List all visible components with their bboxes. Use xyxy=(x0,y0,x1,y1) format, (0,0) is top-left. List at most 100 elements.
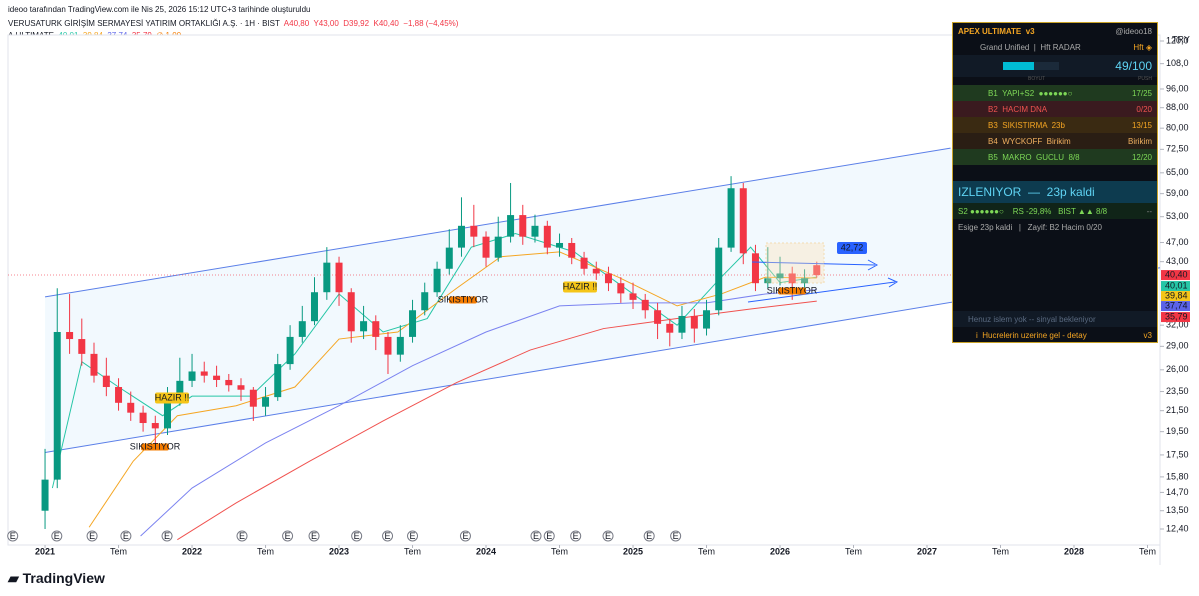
candle-body xyxy=(225,379,233,386)
row-value: 12/20 xyxy=(1131,152,1152,162)
y-tick-label: 47,00 xyxy=(1166,237,1189,247)
candle-body xyxy=(457,225,465,248)
annotation-box xyxy=(449,296,477,304)
candle-body xyxy=(127,402,135,413)
x-tick-label: 2022 xyxy=(182,546,202,556)
x-tick-label: 2027 xyxy=(917,546,937,556)
row-value: 0/20 xyxy=(1136,104,1152,114)
y-tick-label: 80,00 xyxy=(1166,123,1189,133)
price-label: 40,01 xyxy=(1165,280,1188,290)
annotation: SIKISTIYOR xyxy=(438,294,489,304)
panel-row: B4 WYCKOFF Birikim Birikim xyxy=(953,133,1157,149)
event-label: E xyxy=(605,531,611,541)
x-tick-label: 2026 xyxy=(770,546,790,556)
candle-body xyxy=(286,336,294,365)
annotation-box xyxy=(155,392,189,404)
annotation: SIKISTIYOR xyxy=(130,441,181,451)
candle-body xyxy=(813,265,821,276)
radar-panel: APEX ULTIMATE v3 @ideoo18 Grand Unified |… xyxy=(952,22,1158,343)
x-tick-label: 2023 xyxy=(329,546,349,556)
x-tick-label: 2021 xyxy=(35,546,55,556)
event-marker xyxy=(282,530,294,542)
y-tick-label: 21,50 xyxy=(1166,405,1189,415)
y-tick-label: 88,00 xyxy=(1166,102,1189,112)
candle-body xyxy=(703,310,711,329)
y-tick-label: 72,50 xyxy=(1166,144,1189,154)
candle-body xyxy=(384,336,392,355)
event-label: E xyxy=(646,531,652,541)
panel-row: APEX ULTIMATE v3 @ideoo18 xyxy=(953,23,1157,39)
candle-body xyxy=(323,262,331,293)
candle-body xyxy=(151,423,159,429)
candle-body xyxy=(739,188,747,254)
event-marker xyxy=(602,530,614,542)
y-tick-label: 19,50 xyxy=(1166,426,1189,436)
candle-body xyxy=(494,236,502,258)
candle-body xyxy=(727,188,735,248)
candle-body xyxy=(641,299,649,311)
candle-body xyxy=(666,323,674,333)
event-marker xyxy=(236,530,248,542)
gauge-left: BOYUT xyxy=(1028,76,1046,82)
candle-body xyxy=(604,273,612,284)
hint: i Hucrelerin uzerine gel - detay xyxy=(976,330,1087,340)
panel-row: Henuz islem yok -- sinyal bekleniyor xyxy=(953,311,1157,327)
y-tick-label: 26,00 xyxy=(1166,364,1189,374)
candle-body xyxy=(53,331,61,480)
row-label: B5 MAKRO GUCLU 8/8 xyxy=(988,152,1080,162)
candle-body xyxy=(237,385,245,390)
price-label: 37,74 xyxy=(1165,300,1188,310)
score: 49/100 xyxy=(1115,59,1152,73)
candle-body xyxy=(751,253,759,284)
candle-body xyxy=(482,236,490,258)
ohlc: A40,80 Y43,00 D39,92 K40,40 −1,88 (−4,45… xyxy=(283,19,459,28)
candle-body xyxy=(213,375,221,380)
row-value: Birikim xyxy=(1128,136,1152,146)
score-bar xyxy=(1003,62,1059,70)
symbol: VERUSATURK GİRİŞİM SERMAYESİ YATIRIM ORT… xyxy=(8,19,280,28)
candle-body xyxy=(776,273,784,279)
price-label-box xyxy=(1161,291,1190,302)
detail-value: -- xyxy=(1146,206,1152,216)
annotation: HAZIR !! xyxy=(563,281,598,291)
logo-text: TradingView xyxy=(22,570,105,586)
x-tick-label: Tem xyxy=(698,546,715,556)
candle-body xyxy=(90,353,98,376)
annotation: SIKISTIYOR xyxy=(767,285,818,295)
event-label: E xyxy=(10,531,16,541)
x-tick-label: 2028 xyxy=(1064,546,1084,556)
y-tick-label: 13,50 xyxy=(1166,505,1189,515)
annotation-box xyxy=(141,443,169,451)
status: IZLENIYOR — 23p kaldi xyxy=(958,185,1095,199)
candle-body xyxy=(715,247,723,311)
candle-body xyxy=(262,397,270,407)
y-tick-label: 17,50 xyxy=(1166,449,1189,459)
event-marker xyxy=(351,530,363,542)
x-tick-label: 2024 xyxy=(476,546,496,556)
event-marker xyxy=(382,530,394,542)
panel-row: B1 YAPI+S2 ●●●●●●○ 17/25 xyxy=(953,85,1157,101)
event-label: E xyxy=(410,531,416,541)
candle-body xyxy=(629,293,637,300)
candle-body xyxy=(556,242,564,248)
event-marker xyxy=(543,530,555,542)
detail: S2 ●●●●●●○ RS -29,8% BIST ▲▲ 8/8 xyxy=(958,206,1108,216)
price-label-box xyxy=(1161,281,1190,292)
event-label: E xyxy=(311,531,317,541)
mode: Hft ◈ xyxy=(1133,42,1152,52)
x-tick-label: Tem xyxy=(110,546,127,556)
y-tick-label: 53,00 xyxy=(1166,211,1189,221)
y-tick-label: 12,40 xyxy=(1166,523,1189,533)
symbol-line: VERUSATURK GİRİŞİM SERMAYESİ YATIRIM ORT… xyxy=(8,19,458,28)
event-marker xyxy=(120,530,132,542)
panel-row: BOYUT PUSH xyxy=(953,75,1157,83)
candle-body xyxy=(445,247,453,269)
price-label: 39,84 xyxy=(1165,290,1188,300)
candle-body xyxy=(41,479,49,511)
x-tick-label: Tem xyxy=(1139,546,1156,556)
candle-body xyxy=(409,310,417,337)
event-label: E xyxy=(462,531,468,541)
logo: ▰ TradingView xyxy=(8,570,105,586)
candle-body xyxy=(102,375,110,388)
